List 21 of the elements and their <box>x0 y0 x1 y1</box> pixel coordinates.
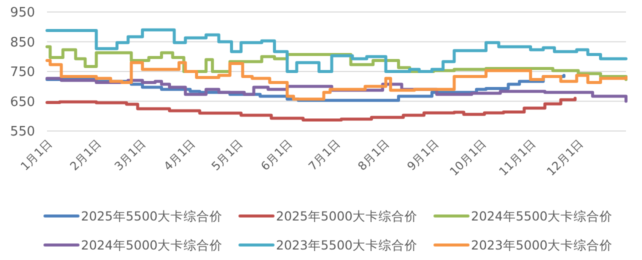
x-tick-label: 6月1日 <box>258 136 296 174</box>
legend-label: 2024年5000大卡综合价 <box>81 237 223 252</box>
x-tick-label: 5月1日 <box>208 136 246 174</box>
x-tick-label: 9月1日 <box>404 136 442 174</box>
x-tick-label: 2月1日 <box>67 136 104 174</box>
y-tick-label: 950 <box>10 6 35 21</box>
legend-label: 2023年5500大卡综合价 <box>276 237 418 252</box>
legend-label: 2023年5000大卡综合价 <box>471 237 613 252</box>
x-tick-label: 10月1日 <box>446 136 490 178</box>
y-tick-label: 750 <box>10 65 35 80</box>
x-tick-label: 12月1日 <box>544 136 586 178</box>
x-tick-label: 11月1日 <box>496 136 539 178</box>
x-tick-label: 7月1日 <box>306 136 343 174</box>
x-tick-label: 4月1日 <box>160 136 198 174</box>
x-tick-label: 8月1日 <box>354 136 392 174</box>
y-tick-label: 850 <box>10 35 35 50</box>
y-tick-label: 650 <box>10 94 35 110</box>
legend-label: 2024年5500大卡综合价 <box>471 208 613 224</box>
legend-label: 2025年5000大卡综合价 <box>276 208 418 224</box>
legend-label: 2025年5500大卡综合价 <box>81 208 223 224</box>
x-tick-label: 3月1日 <box>112 136 149 174</box>
